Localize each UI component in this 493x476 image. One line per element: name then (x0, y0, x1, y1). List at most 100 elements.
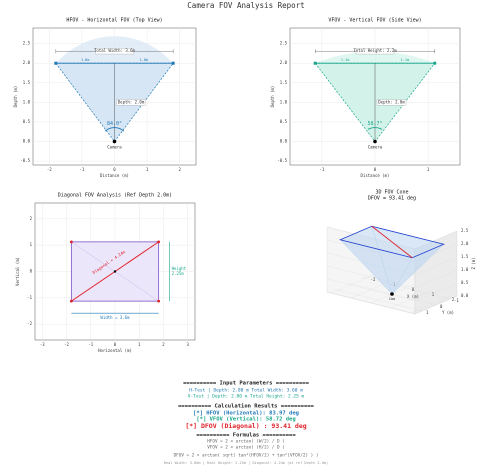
x-axis-label: Distance (m) (100, 173, 129, 178)
y-tick-label: -0.5 (20, 158, 30, 163)
report-line: V-Test | Depth: 2.00 m Total Height: 2.2… (188, 394, 305, 400)
y-tick-label: 2.5 (280, 41, 288, 46)
camera-marker (390, 292, 394, 296)
corner-marker (69, 240, 73, 244)
z-tick-label: 0.5 (461, 280, 469, 285)
y-tick-label: -1 (27, 295, 32, 300)
camera-label: Cam (389, 297, 395, 301)
x-axis-label: X (m) (407, 294, 419, 299)
x-tick-label: 2 (162, 342, 165, 347)
report-line: [*] DFOV (Diagonal) : 93.41 deg (185, 422, 306, 430)
x-tick-label: 0 (412, 287, 415, 292)
y-tick-label: 1.0 (23, 99, 31, 104)
z-tick-label: 2.5 (461, 228, 469, 233)
z-tick-label: 1.0 (461, 267, 469, 272)
angle-arc (367, 127, 383, 130)
corner-marker (54, 61, 58, 65)
z-tick-label: 0.0 (461, 293, 469, 298)
y-tick-label: -1 (454, 298, 459, 303)
x-tick-label: 1 (146, 167, 149, 172)
y-tick-label: 0.0 (23, 139, 31, 144)
grid-line (361, 276, 451, 300)
angle-label: 84.0° (107, 121, 122, 127)
y-tick-label: 1.5 (23, 80, 31, 85)
y-tick-label: 1.5 (280, 80, 288, 85)
width-label: Width = 3.6m (101, 315, 130, 320)
corner-marker (69, 299, 73, 303)
y-tick-label: 2.5 (23, 41, 31, 46)
camera-label: Camera (107, 145, 122, 150)
report-line: VFOV = 2 × arctan( (H/2) / D ) (207, 445, 285, 451)
chart-title: 3D FOV Cone (375, 190, 408, 196)
x-tick-label: -3 (40, 342, 45, 347)
angle-label: 58.7° (367, 121, 382, 127)
y-tick-label: 0 (440, 304, 443, 309)
height-label: Height (172, 266, 187, 271)
x-tick-label: 1 (138, 342, 141, 347)
z-tick-label: 1.5 (461, 254, 469, 259)
grid-line (326, 239, 458, 263)
chart-subtitle: DFOV = 93.41 deg (368, 196, 416, 202)
grid-line (326, 252, 458, 276)
grid-line (326, 265, 458, 289)
half-label: 1.8m (81, 58, 89, 62)
report-line: DFOV = 2 × arctan( sqrt( tan²(HFOV/2) + … (174, 453, 319, 459)
z-tick-label: 2.0 (461, 241, 469, 246)
y-tick-label: 0.5 (280, 119, 288, 124)
corner-marker (313, 61, 317, 65)
y-tick-label: 1 (426, 310, 429, 315)
y-tick-label: 0.0 (280, 139, 288, 144)
camera-label: Camera (368, 145, 383, 150)
x-tick-label: 2 (452, 297, 455, 302)
x-tick-label: -1 (79, 167, 84, 172)
y-tick-label: 2 (30, 216, 33, 221)
y-tick-label: -0.5 (277, 158, 287, 163)
y-tick-label: 1.0 (280, 99, 288, 104)
y-tick-label: -2 (27, 321, 32, 326)
grid-line (333, 288, 423, 312)
y-tick-label: 2.0 (23, 60, 31, 65)
report-line: [*] HFOV (Horizontal): 83.97 deg (193, 411, 299, 417)
x-tick-label: -2 (47, 167, 52, 172)
report-line: H-Test | Depth: 2.00 m Total Width: 3.60… (189, 388, 303, 394)
report-line: ========== Input Parameters ========== (183, 381, 310, 387)
x-axis-label: Distance (m) (361, 173, 390, 178)
height-label: 2.25m (172, 271, 185, 276)
label-box (95, 48, 134, 55)
x-tick-label: -1 (319, 167, 324, 172)
depth-label: Depth: 2.0m (378, 99, 405, 104)
corner-marker (433, 61, 437, 65)
camera-marker (112, 139, 117, 144)
grid-line (326, 291, 458, 315)
report-line: Real Width: 3.60m | Real Height: 2.25m |… (164, 461, 328, 465)
label-box (376, 99, 407, 106)
x-tick-label: 3 (187, 342, 190, 347)
x-tick-label: -1 (391, 282, 396, 287)
label-box (116, 99, 146, 106)
half-label: 1.1m (401, 58, 409, 62)
chart-title: VFOV - Vertical FOV (Side View) (328, 18, 421, 24)
grid-line (326, 278, 458, 302)
report-line: ========== Calculation Results =========… (178, 404, 314, 410)
report-line: HFOV = 2 × arctan( (W/2) / D ) (207, 439, 285, 445)
y-axis-label: Vertical (m) (15, 257, 20, 286)
y-axis-label: Depth (m) (13, 86, 18, 108)
y-tick-label: 0.5 (23, 119, 31, 124)
page-title: Camera FOV Analysis Report (187, 1, 304, 10)
width-label: Total Width: 3.6m (94, 48, 136, 53)
center-marker (113, 270, 117, 273)
x-tick-label: -2 (371, 277, 376, 282)
y-tick-label: 2.0 (280, 60, 288, 65)
y-axis-label: Y (m) (442, 310, 454, 315)
x-axis-label: Horizontal (m) (98, 348, 132, 353)
x-tick-label: -2 (64, 342, 69, 347)
corner-marker (171, 61, 175, 65)
chart-title: Diagonal FOV Analysis (Ref Depth 2.0m) (58, 193, 172, 199)
y-tick-label: 0 (30, 269, 33, 274)
z-axis-label: Z (m) (471, 257, 476, 269)
half-label: 1.8m (140, 58, 148, 62)
y-axis-label: Depth (m) (270, 86, 275, 108)
x-tick-label: -1 (88, 342, 93, 347)
x-tick-label: 0 (113, 167, 116, 172)
